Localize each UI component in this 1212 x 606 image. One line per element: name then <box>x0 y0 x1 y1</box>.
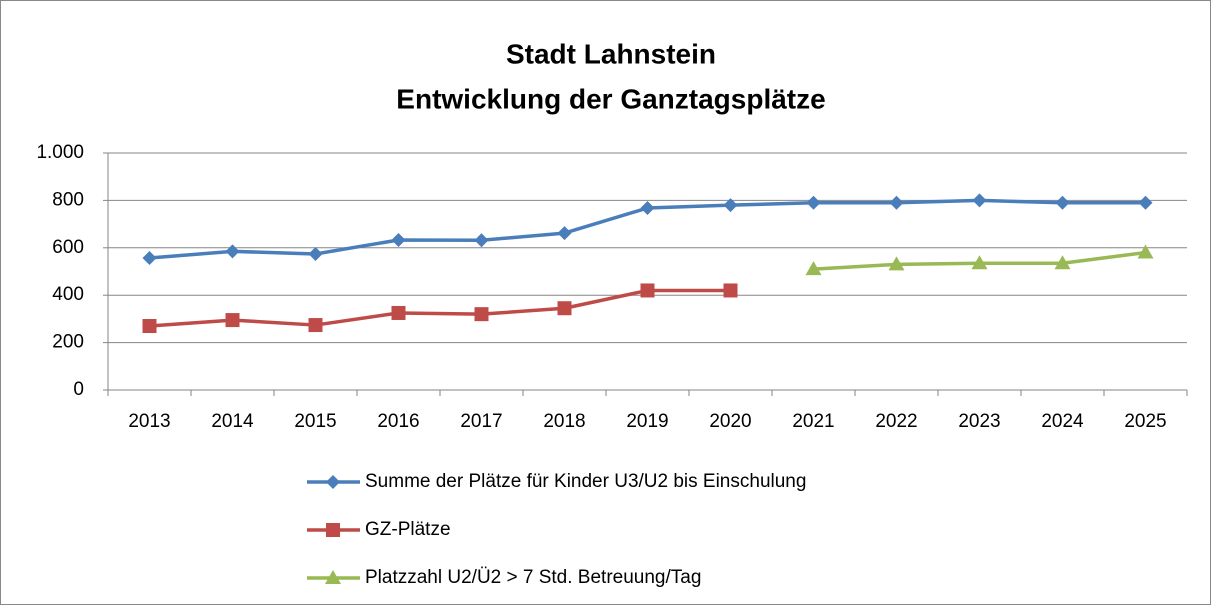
marker <box>474 233 489 248</box>
x-tick-label: 2015 <box>294 411 336 432</box>
marker <box>326 475 340 489</box>
marker <box>1137 244 1154 259</box>
y-tick-label: 400 <box>52 284 84 305</box>
x-tick-label: 2022 <box>875 411 917 432</box>
y-tick-label: 200 <box>52 332 84 353</box>
marker <box>225 244 240 259</box>
marker <box>640 283 655 298</box>
legend-label: GZ-Plätze <box>365 519 451 540</box>
x-tick-label: 2024 <box>1041 411 1084 432</box>
legend-label: Platzzahl U2/Ü2 > 7 Std. Betreuung/Tag <box>365 567 701 588</box>
marker <box>326 523 340 537</box>
marker <box>557 226 572 241</box>
marker <box>474 307 489 322</box>
marker <box>142 250 157 265</box>
y-tick-label: 600 <box>52 237 84 258</box>
marker <box>723 283 738 298</box>
x-tick-label: 2020 <box>709 411 751 432</box>
marker <box>971 255 988 270</box>
y-tick-label: 800 <box>52 189 84 210</box>
x-tick-label: 2025 <box>1124 411 1166 432</box>
marker <box>1055 195 1070 210</box>
marker <box>557 301 572 316</box>
x-tick-label: 2017 <box>460 411 502 432</box>
marker <box>1138 195 1153 210</box>
marker <box>889 195 904 210</box>
x-tick-label: 2018 <box>543 411 585 432</box>
marker <box>806 195 821 210</box>
marker <box>391 232 406 247</box>
x-tick-label: 2021 <box>792 411 834 432</box>
chart-subtitle: Entwicklung der Ganztagsplätze <box>396 83 825 114</box>
series-line <box>149 288 731 328</box>
marker <box>308 318 323 333</box>
y-tick-label: 0 <box>73 379 84 400</box>
marker <box>308 246 323 261</box>
x-tick-label: 2013 <box>128 411 170 432</box>
marker <box>325 570 341 584</box>
marker <box>391 305 406 320</box>
marker <box>142 319 157 334</box>
marker <box>225 313 240 328</box>
marker <box>640 200 655 215</box>
x-tick-label: 2019 <box>626 411 668 432</box>
x-tick-label: 2016 <box>377 411 419 432</box>
marker <box>972 193 987 208</box>
marker <box>1054 255 1071 270</box>
y-tick-label: 1.000 <box>36 142 84 163</box>
chart-title: Stadt Lahnstein <box>506 38 716 69</box>
x-tick-label: 2023 <box>958 411 1000 432</box>
legend-label: Summe der Plätze für Kinder U3/U2 bis Ei… <box>365 471 806 492</box>
marker <box>805 261 822 276</box>
marker <box>723 198 738 213</box>
marker <box>888 256 905 271</box>
x-tick-label: 2014 <box>211 411 254 432</box>
